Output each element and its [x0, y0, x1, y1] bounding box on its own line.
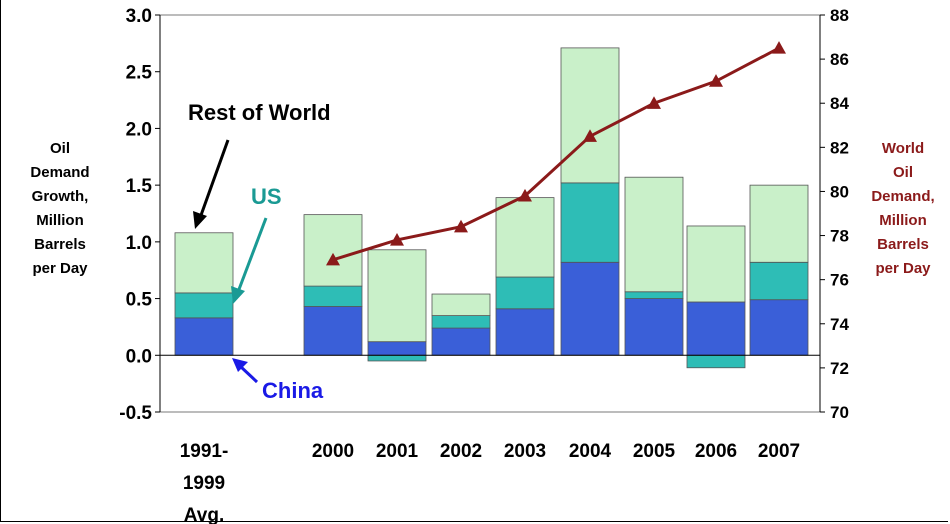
- category-label-7-0: 2006: [695, 441, 737, 462]
- arrow-us-head: [231, 286, 245, 304]
- category-label-0-0: 1991-: [180, 441, 229, 462]
- world-demand-marker-2: [454, 219, 468, 233]
- category-label-6-0: 2005: [633, 441, 676, 462]
- category-label-0-1: 1999: [183, 473, 225, 494]
- bar-china-5: [560, 261, 620, 356]
- bar-rest-of-world-7: [686, 225, 746, 303]
- bar-us-3: [431, 315, 491, 329]
- left-tick-label-5: 0.5: [126, 290, 153, 311]
- right-tick-label-2: 84: [830, 94, 849, 113]
- right-tick-label-3: 82: [830, 138, 849, 157]
- bar-us-4: [495, 276, 555, 310]
- category-label-3-0: 2002: [440, 441, 482, 462]
- annotation-rest-of-world: Rest of World: [188, 100, 331, 125]
- left-tick-label-7: -0.5: [119, 403, 152, 424]
- bar-rest-of-world-4: [495, 197, 555, 278]
- world-demand-line: [332, 46, 780, 262]
- bar-china-4: [495, 308, 555, 356]
- right-axis-label-4: Barrels: [877, 236, 929, 253]
- arrow-rest-of-world-shaft: [198, 139, 230, 219]
- world-demand-marker-4: [583, 129, 597, 142]
- category-label-8-0: 2007: [758, 441, 800, 462]
- right-tick-label-4: 80: [830, 182, 849, 201]
- arrow-rest-of-world-head: [193, 211, 207, 229]
- category-label-4-0: 2003: [504, 441, 546, 462]
- world-demand-marker-1: [390, 232, 404, 246]
- right-tick-label-8: 72: [830, 359, 849, 378]
- arrow-china-head: [232, 358, 248, 372]
- bar-rest-of-world-3: [431, 293, 491, 316]
- bar-china-3: [431, 327, 491, 356]
- right-axis-label-2: Demand,: [871, 188, 934, 205]
- arrow-china-shaft: [238, 364, 259, 384]
- left-axis-label-5: per Day: [32, 260, 88, 277]
- bar-us-7: [686, 354, 746, 369]
- bar-rest-of-world-6: [624, 176, 684, 293]
- bar-china-6: [624, 298, 684, 356]
- bar-rest-of-world-1: [303, 214, 363, 287]
- bar-china-2: [367, 341, 427, 356]
- bar-china-1: [303, 306, 363, 356]
- arrow-us-shaft: [236, 217, 268, 293]
- right-tick-label-0: 88: [830, 6, 849, 25]
- bar-china-7: [686, 301, 746, 356]
- right-axis-label-5: per Day: [875, 260, 931, 277]
- right-tick-label-1: 86: [830, 50, 849, 69]
- bar-us-1: [303, 285, 363, 307]
- bar-us-5: [560, 182, 620, 263]
- bar-us-8: [749, 261, 809, 301]
- world-demand-marker-7: [772, 41, 786, 54]
- left-tick-label-6: 0.0: [126, 346, 152, 367]
- category-label-0-2: Avg.: [184, 505, 224, 524]
- category-label-2-0: 2001: [376, 441, 419, 462]
- bar-china-8: [749, 299, 809, 356]
- bar-rest-of-world-8: [749, 184, 809, 263]
- bar-us-6: [624, 291, 684, 299]
- right-axis-label-1: Oil: [893, 164, 913, 181]
- bar-china-0: [174, 317, 234, 356]
- left-axis-label-3: Million: [36, 212, 84, 229]
- right-axis-label-0: World: [882, 140, 924, 157]
- right-axis-label-3: Million: [879, 212, 927, 229]
- category-label-5-0: 2004: [569, 441, 612, 462]
- annotation-us: US: [251, 184, 282, 209]
- bar-us-0: [174, 292, 234, 319]
- world-demand-marker-5: [647, 96, 661, 109]
- world-demand-marker-0: [326, 252, 340, 266]
- left-tick-label-4: 1.0: [126, 233, 152, 254]
- left-tick-label-3: 1.5: [126, 176, 153, 197]
- annotation-china: China: [262, 378, 324, 403]
- bar-us-2: [367, 354, 427, 362]
- world-demand-marker-6: [709, 74, 723, 87]
- right-tick-label-9: 70: [830, 403, 849, 422]
- left-tick-label-1: 2.5: [126, 63, 153, 84]
- left-axis-label-1: Demand: [30, 164, 89, 181]
- right-tick-label-6: 76: [830, 271, 849, 290]
- left-tick-label-2: 2.0: [126, 119, 152, 140]
- category-label-1-0: 2000: [312, 441, 354, 462]
- left-tick-label-0: 3.0: [126, 6, 152, 27]
- bar-rest-of-world-0: [174, 232, 234, 294]
- left-axis-label-2: Growth,: [32, 188, 89, 205]
- bar-rest-of-world-5: [560, 47, 620, 184]
- left-axis-label-4: Barrels: [34, 236, 86, 253]
- left-axis-label-0: Oil: [50, 140, 70, 157]
- right-tick-label-5: 78: [830, 227, 849, 246]
- right-tick-label-7: 74: [830, 315, 849, 334]
- bar-rest-of-world-2: [367, 249, 427, 343]
- world-demand-marker-3: [518, 188, 532, 202]
